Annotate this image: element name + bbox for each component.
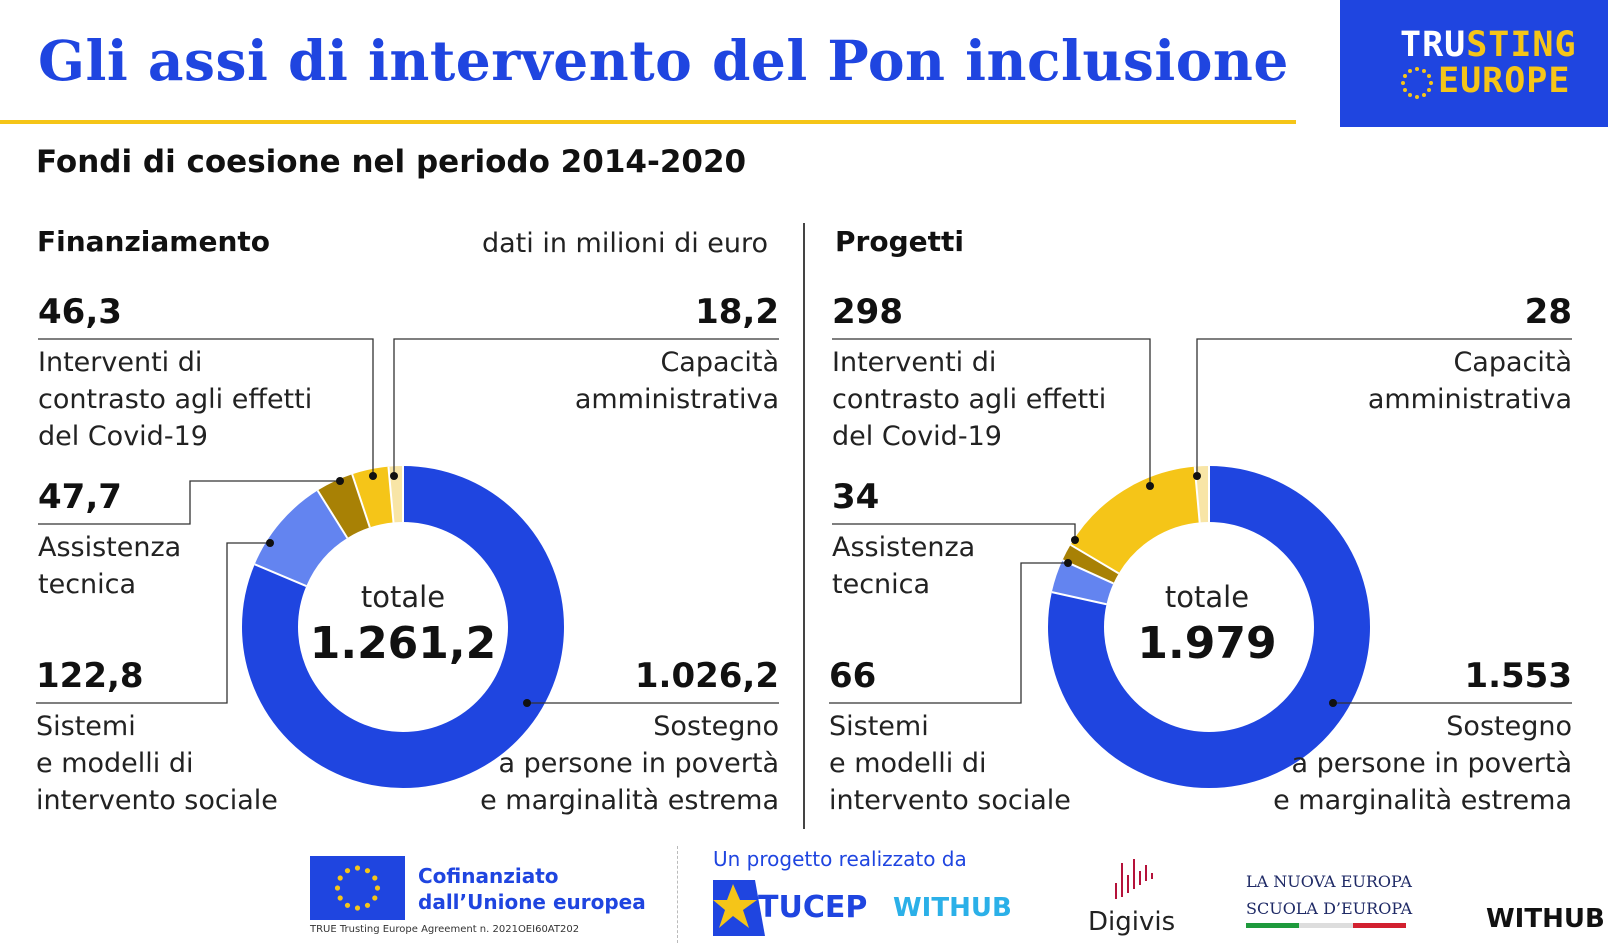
fin-total-label: totale [360, 580, 446, 614]
tucep-logo-icon [713, 880, 765, 936]
pro-capacita-label: Capacità amministrativa [1367, 347, 1572, 415]
dot-pro-capacita [1193, 472, 1201, 480]
fin-slice-separator [351, 473, 371, 528]
donut-finanziamento [242, 466, 564, 788]
eu-stars-icon [1401, 67, 1433, 99]
subtitle: Fondi di coesione nel periodo 2014-2020 [36, 144, 747, 180]
title-underline [0, 120, 1296, 124]
digivis-logo-icon [1115, 859, 1153, 899]
dot-pro-covid [1146, 482, 1154, 490]
connector-pro-covid [832, 338, 1151, 486]
pro-slice-separator [1051, 591, 1107, 606]
dot-pro-assistenza [1071, 536, 1079, 544]
panel-divider [803, 223, 805, 829]
digivis-logo-text: Digivis [1088, 907, 1176, 937]
panel-heading-finanziamento: Finanziamento [37, 225, 270, 258]
dot-fin-sostegno [523, 699, 531, 707]
panel-heading-progetti: Progetti [835, 225, 964, 258]
fin-slice-separator [387, 466, 395, 523]
dot-fin-assistenza [336, 477, 344, 485]
nuova-europa-line2: SCUOLA D’EUROPA [1246, 899, 1413, 918]
brand-text-line2: EUROPE [1438, 61, 1571, 101]
withhub-logo-black: WITHUB [1486, 904, 1605, 934]
nuova-europa-line1: LA NUOVA EUROPA [1246, 872, 1412, 891]
withhub-logo-color: WITHUB [893, 893, 1012, 923]
fin-slice-separator [316, 489, 349, 539]
brand-text-part2: STING [1466, 25, 1577, 65]
page-title: Gli assi di intervento del Pon inclusion… [38, 28, 1289, 93]
fin-covid-label: Interventi di contrasto agli effetti del… [38, 347, 313, 452]
trusting-europe-logo: TRUSTING EUROPE [1340, 0, 1608, 127]
pro-sistemi-label: Sistemi e modelli di intervento sociale [829, 711, 1071, 816]
pro-sostegno-label: Sostegno a persone in povertà e marginal… [1273, 711, 1572, 816]
pro-assistenza-label: Assistenza tecnica [832, 532, 976, 600]
footer-separator [677, 846, 679, 943]
fin-sostegno-value: 1.026,2 [634, 656, 779, 696]
connector-pro-assistenza [832, 523, 1076, 540]
tucep-logo-text: TUCEP [758, 890, 868, 925]
eu-cofinanced-line2: dall’Unione europea [418, 890, 646, 914]
fin-sostegno-label: Sostegno a persone in povertà e marginal… [480, 711, 779, 816]
pro-assistenza-value: 34 [832, 477, 880, 517]
pro-sistemi-value: 66 [829, 656, 877, 696]
connector-fin-assistenza [38, 480, 340, 525]
dot-pro-sostegno [1329, 699, 1337, 707]
dot-pro-sistemi [1064, 559, 1072, 567]
connector-pro-sistemi [829, 562, 1068, 704]
dot-fin-capacita [390, 472, 398, 480]
pro-covid-value: 298 [832, 292, 903, 332]
fin-capacita-label: Capacità amministrativa [574, 347, 779, 415]
pro-covid-label: Interventi di contrasto agli effetti del… [832, 347, 1107, 452]
connector-fin-capacita [393, 338, 779, 476]
connector-fin-sistemi [36, 542, 270, 704]
dot-fin-covid [369, 472, 377, 480]
fin-capacita-value: 18,2 [695, 292, 779, 332]
fin-covid-value: 46,3 [38, 292, 122, 332]
units-note: dati in milioni di euro [482, 228, 769, 259]
fin-sistemi-label: Sistemi e modelli di intervento sociale [36, 711, 278, 816]
eu-cofinanced-line1: Cofinanziato [418, 864, 559, 888]
pro-capacita-value: 28 [1524, 292, 1572, 332]
fin-assistenza-label: Assistenza tecnica [38, 532, 182, 600]
fin-assistenza-value: 47,7 [38, 477, 122, 517]
pro-total-label: totale [1164, 580, 1250, 614]
realized-by-label: Un progetto realizzato da [713, 847, 967, 871]
pro-total-value: 1.979 [1137, 618, 1277, 669]
dot-fin-sistemi [266, 539, 274, 547]
fin-total-value: 1.261,2 [309, 618, 497, 669]
fin-sistemi-value: 122,8 [36, 656, 144, 696]
connector-fin-covid [38, 338, 374, 476]
eu-flag-icon [310, 856, 405, 920]
italian-flag-stripe [1246, 923, 1406, 928]
pro-slice-separator [1070, 543, 1120, 575]
fin-slice-separator [254, 563, 307, 588]
pro-sostegno-value: 1.553 [1464, 656, 1572, 696]
connector-pro-capacita [1196, 338, 1572, 476]
brand-text-part1: TRU [1400, 25, 1467, 65]
eu-agreement-note: TRUE Trusting Europe Agreement n. 2021OE… [310, 924, 580, 935]
